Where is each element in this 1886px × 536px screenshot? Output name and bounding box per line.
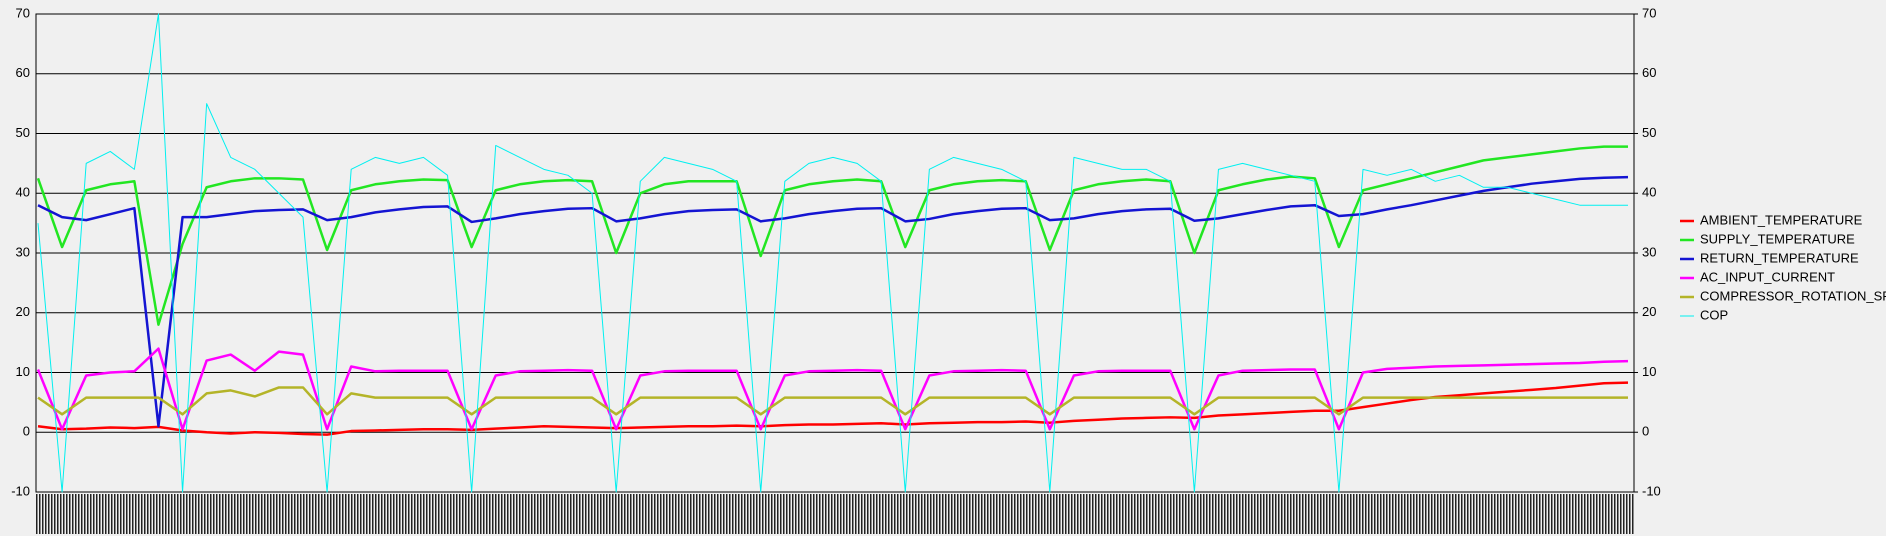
legend-label: COP [1700,307,1728,322]
legend-label: RETURN_TEMPERATURE [1700,250,1859,265]
legend-label: AC_INPUT_CURRENT [1700,269,1835,284]
series-line [37,13,1628,493]
y-tick-label: 20 [16,304,30,319]
legend-label: AMBIENT_TEMPERATURE [1700,212,1863,227]
y-tick-label: 0 [23,424,30,439]
y2-tick-label: 50 [1642,125,1656,140]
plot-frame [35,13,1635,493]
y-tick-label: 60 [16,65,30,80]
y-tick-label: 40 [16,185,30,200]
y-tick-label: 10 [16,364,30,379]
y2-tick-label: 30 [1642,244,1656,259]
y-tick-label: 30 [16,244,30,259]
y-tick-label: -10 [11,483,30,498]
y2-tick-label: 20 [1642,304,1656,319]
y2-tick-label: 0 [1642,424,1649,439]
y2-tick-label: 70 [1642,5,1656,20]
legend-label: SUPPLY_TEMPERATURE [1700,231,1855,246]
series-line [37,381,1629,436]
legend-label: COMPRESSOR_ROTATION_SPEED [1700,288,1886,303]
series-line [36,347,1629,431]
series-line [37,175,1629,428]
series-line [37,386,1628,416]
y2-tick-label: 60 [1642,65,1656,80]
series-line [36,145,1628,326]
y2-tick-label: 40 [1642,185,1656,200]
y2-tick-label: 10 [1642,364,1656,379]
y-tick-label: 70 [16,5,30,20]
y-tick-label: 50 [16,125,30,140]
x-axis-strip [36,494,1634,534]
y2-tick-label: -10 [1642,483,1661,498]
